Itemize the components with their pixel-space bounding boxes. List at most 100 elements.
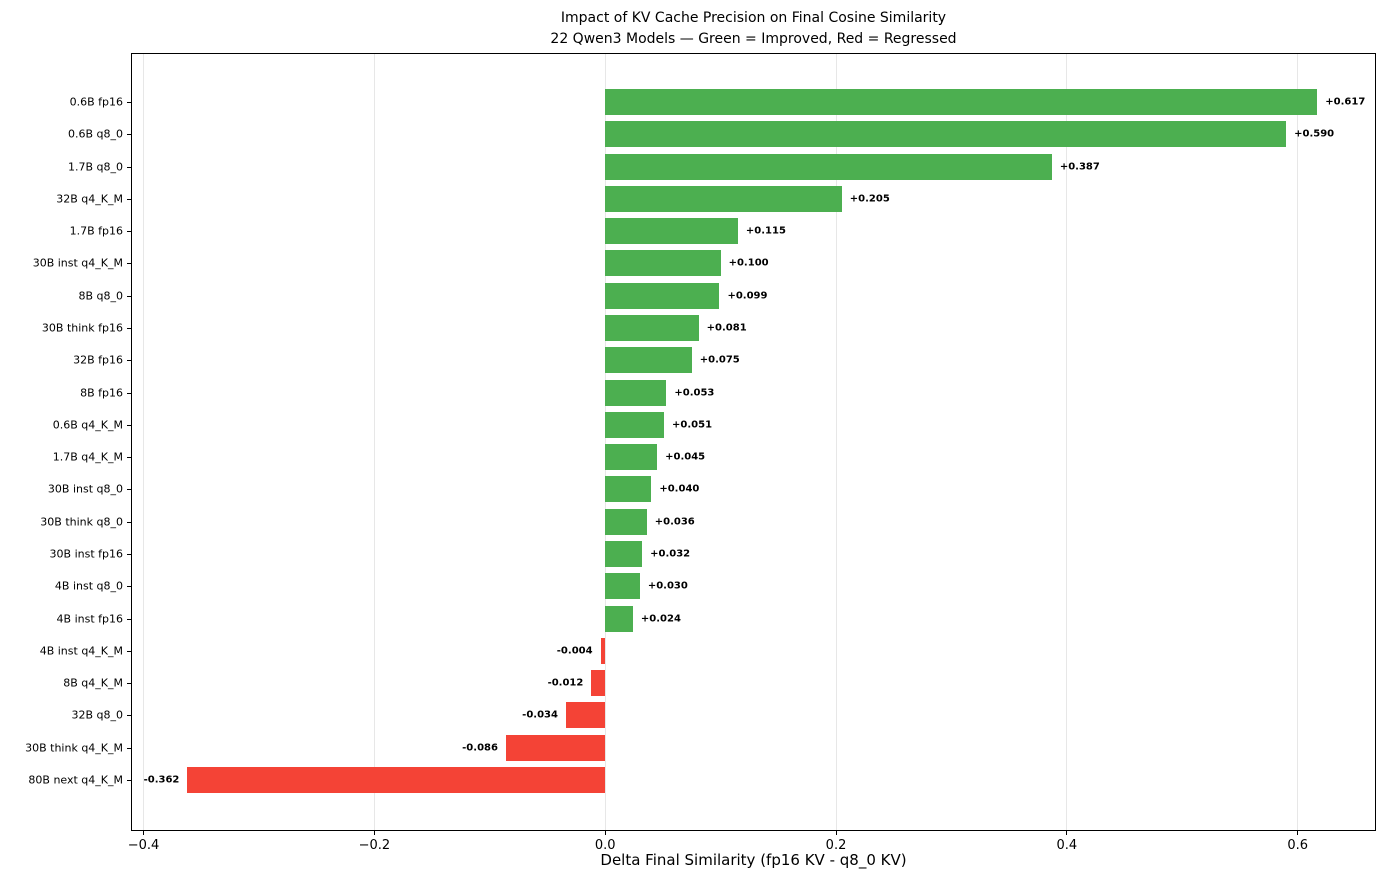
y-axis-label: 32B fp16 <box>73 353 123 367</box>
y-axis-label: 4B inst q8_0 <box>54 579 123 593</box>
y-tick-mark <box>127 166 131 168</box>
bar-value-label: -0.362 <box>143 774 180 786</box>
x-tick-mark <box>1297 830 1299 835</box>
bar <box>187 767 606 793</box>
bar-value-label: -0.034 <box>522 709 558 721</box>
gridline <box>1297 54 1299 830</box>
bar-value-label: +0.100 <box>728 257 769 269</box>
bar <box>605 89 1318 115</box>
y-tick-mark <box>127 554 131 555</box>
gridline <box>835 54 837 830</box>
y-tick-mark <box>127 295 131 297</box>
y-axis-label: 80B next q4_K_M <box>28 773 123 787</box>
chart-title: Impact of KV Cache Precision on Final Co… <box>560 10 947 26</box>
bar-value-label: +0.617 <box>1325 96 1366 108</box>
x-tick-label: 0.2 <box>825 838 847 853</box>
y-tick-mark <box>127 424 131 426</box>
y-axis-label: 30B think fp16 <box>41 321 123 335</box>
x-tick-mark <box>1066 830 1068 835</box>
y-axis-label: 32B q8_0 <box>71 708 123 722</box>
y-axis-label: 8B q4_K_M <box>63 676 123 690</box>
bar-value-label: +0.081 <box>706 322 747 334</box>
y-axis-label: 32B q4_K_M <box>56 192 123 206</box>
bar <box>605 379 667 406</box>
y-axis-label: 1.7B q4_K_M <box>52 450 123 464</box>
y-tick-mark <box>127 618 131 620</box>
y-axis-label: 4B inst q4_K_M <box>39 644 123 658</box>
bar <box>591 670 606 697</box>
x-tick-mark <box>835 830 837 835</box>
bar <box>605 218 738 245</box>
bar <box>605 121 1287 148</box>
y-tick-mark <box>127 134 131 136</box>
title-block: Impact of KV Cache Precision on Final Co… <box>131 8 1376 50</box>
plot-area: −0.4 −0.2 0.0 0.2 0.4 0.6 +0.617 0.6B fp16 +0.59… <box>25 53 1376 853</box>
bar-value-label: +0.032 <box>650 548 691 560</box>
bar-value-label: +0.030 <box>647 580 688 592</box>
bar-value-label: +0.075 <box>699 354 740 366</box>
y-tick-mark <box>127 328 131 329</box>
x-tick-label: −0.2 <box>358 838 391 853</box>
gridline <box>1066 54 1068 830</box>
y-tick-mark <box>127 683 131 685</box>
y-tick-mark <box>127 231 131 233</box>
bar <box>600 637 606 664</box>
x-tick-label: 0.0 <box>594 838 616 853</box>
bar <box>605 282 720 309</box>
bar <box>605 541 643 567</box>
y-tick-mark <box>127 198 131 200</box>
y-axis-label: 30B think q8_0 <box>40 515 123 529</box>
bar-value-label: -0.004 <box>556 645 593 657</box>
x-tick-label: 0.6 <box>1287 838 1309 853</box>
y-axis-label: 30B think q4_K_M <box>25 741 123 755</box>
bar <box>605 605 633 632</box>
y-tick-mark <box>127 263 131 265</box>
x-tick-mark <box>143 830 145 835</box>
y-axis-label: 30B inst q4_K_M <box>32 256 123 270</box>
x-tick-label: 0.4 <box>1056 838 1078 853</box>
y-axis-label: 4B inst fp16 <box>56 612 123 626</box>
y-tick-mark <box>127 360 131 362</box>
y-tick-mark <box>127 747 131 749</box>
bar <box>605 444 658 471</box>
x-tick-mark <box>604 830 606 835</box>
bar-value-label: +0.045 <box>665 451 706 463</box>
y-axis-label: 0.6B q4_K_M <box>52 418 123 432</box>
x-axis-label: Delta Final Similarity (fp16 KV - q8_0 K… <box>600 851 907 869</box>
gridline <box>143 54 145 830</box>
bar-value-label: +0.036 <box>654 516 695 528</box>
bar-value-label: -0.086 <box>462 742 498 754</box>
x-tick-label: −0.4 <box>127 838 160 853</box>
bar-value-label: +0.053 <box>674 387 715 399</box>
bar-value-label: +0.040 <box>659 483 700 495</box>
chart-subtitle: 22 Qwen3 Models — Green = Improved, Red … <box>550 31 957 47</box>
y-axis-label: 8B q8_0 <box>78 289 123 303</box>
x-tick-mark <box>373 830 375 835</box>
bar <box>565 702 606 729</box>
y-axis-label: 0.6B q8_0 <box>67 127 123 141</box>
y-axis-label: 30B inst q8_0 <box>47 482 123 496</box>
y-tick-mark <box>127 392 131 394</box>
bar-value-label: +0.099 <box>727 290 768 302</box>
y-axis-label: 30B inst fp16 <box>49 547 123 561</box>
y-tick-mark <box>127 102 131 103</box>
bar <box>605 250 721 277</box>
y-tick-mark <box>127 489 131 491</box>
bar <box>605 153 1052 180</box>
bar <box>605 411 665 438</box>
y-axis-label: 0.6B fp16 <box>69 95 123 109</box>
y-tick-mark <box>127 715 131 717</box>
bar <box>605 508 647 535</box>
y-axis-label: 1.7B q8_0 <box>67 160 123 174</box>
y-tick-mark <box>127 780 131 781</box>
bar-value-label: +0.115 <box>745 225 786 237</box>
bar-value-label: +0.590 <box>1294 128 1335 140</box>
bar-value-label: +0.387 <box>1059 161 1100 173</box>
bar <box>605 347 692 374</box>
bar <box>605 573 640 600</box>
bar <box>605 185 842 212</box>
bar-value-label: +0.024 <box>640 613 681 625</box>
bar <box>605 315 699 341</box>
bar-value-label: +0.205 <box>849 193 890 205</box>
